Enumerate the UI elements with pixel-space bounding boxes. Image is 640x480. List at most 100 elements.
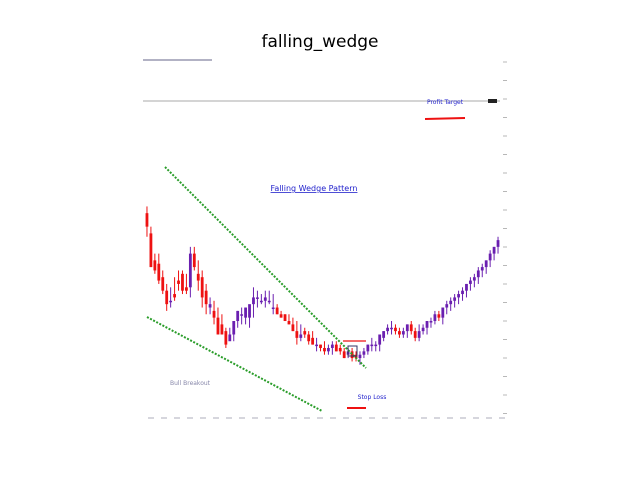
candle-body-bullish [453, 297, 457, 301]
candle-body-bearish [165, 290, 169, 305]
candle-body-bullish [405, 324, 409, 332]
candle-body-bearish [275, 307, 279, 315]
candle-body-bullish [188, 253, 192, 288]
candle-body-bullish [488, 253, 492, 261]
breakout-marker [347, 345, 358, 357]
candle-body-bullish [228, 334, 232, 342]
candle-body-bearish [394, 327, 397, 332]
candle-body-bullish [271, 307, 275, 310]
candle-body-bearish [334, 344, 338, 352]
candle-body-bearish [350, 351, 354, 359]
candle-body-bullish [417, 331, 421, 338]
candle-body-bearish [200, 277, 204, 298]
candle-body-bullish [263, 297, 267, 301]
candle-body-bullish [441, 307, 445, 318]
candle-body-bullish [232, 321, 236, 335]
candle-body-bearish [149, 233, 153, 268]
candle-body-bullish [429, 321, 433, 323]
annotation-stop-loss: Stop Loss [358, 394, 387, 401]
candle-body-bullish [433, 314, 437, 322]
candle-body-bullish [299, 334, 303, 338]
pattern-annotations: Falling Wedge Pattern Profit Target Stop… [170, 99, 464, 401]
candle-body-bullish [472, 277, 476, 281]
candle-body-bullish [169, 300, 173, 303]
candle-body-bullish [386, 327, 389, 332]
candle-body-bearish [216, 317, 220, 335]
candle-body-bullish [259, 300, 263, 303]
candle-body-bearish [307, 334, 311, 342]
candle-body-bearish [295, 331, 299, 338]
candle-body-bearish [224, 331, 228, 345]
profit-target-level [424, 117, 466, 120]
candle-body-bearish [338, 347, 342, 352]
candle-body-bullish [315, 344, 318, 347]
candle-body-bullish [476, 270, 480, 278]
candle-body-bearish [303, 331, 307, 335]
annotation-pattern-title: Falling Wedge Pattern [271, 184, 358, 193]
candle-body-bullish [252, 297, 255, 305]
candle-body-bullish [492, 246, 496, 254]
upper-wedge-trendline [164, 166, 367, 369]
candle-body-bullish [425, 321, 429, 328]
candle-body-bullish [469, 280, 472, 284]
chart-title: falling_wedge [261, 32, 379, 52]
candle-body-bullish [461, 290, 464, 295]
candle-body-bearish [283, 314, 287, 322]
candle-body-bullish [362, 351, 366, 355]
candle-body-bearish [287, 321, 291, 325]
candle-body-bearish [437, 314, 441, 318]
candle-body-bullish [465, 283, 468, 291]
candle-body-bearish [319, 344, 322, 348]
candle-body-bullish [390, 327, 393, 330]
candle-body-bullish [358, 354, 362, 359]
candle-body-bearish [409, 324, 413, 332]
candle-body-bullish [267, 300, 271, 303]
candle-body-bearish [161, 277, 165, 291]
candle-body-bearish [145, 213, 149, 227]
candle-body-bullish [484, 260, 488, 268]
candle-body-bearish [185, 287, 188, 291]
candle-body-bearish [220, 324, 224, 335]
candle-body-bullish [366, 344, 370, 352]
annotation-bull-breakout: Bull Breakout [170, 380, 211, 387]
candle-body-bullish [244, 307, 247, 318]
lower-wedge-trendline [146, 316, 323, 412]
candle-body-bullish [382, 331, 386, 338]
candle-body-bullish [374, 344, 378, 347]
candle-body-bearish [413, 331, 417, 338]
candle-body-bullish [208, 304, 212, 308]
y-axis-ticks [143, 59, 507, 419]
candle-body-bearish [181, 273, 184, 291]
candle-body-bullish [248, 304, 251, 318]
candle-body-bullish [445, 304, 449, 308]
candle-body-bearish [323, 347, 326, 352]
candle-body-bearish [398, 331, 401, 335]
pattern-overlays [143, 99, 500, 412]
candle-body-bullish [449, 300, 453, 305]
candle-body-bearish [196, 273, 200, 281]
annotation-profit-target: Profit Target [427, 99, 464, 106]
candle-body-bullish [401, 331, 405, 335]
candle-body-bearish [157, 263, 161, 281]
candle-body-bearish [212, 310, 216, 318]
candle-body-bearish [173, 294, 176, 298]
candlestick-series [145, 206, 500, 365]
candle-body-bullish [378, 334, 382, 345]
candle-body-bullish [457, 294, 460, 298]
candle-body-bearish [279, 314, 283, 318]
candle-body-bullish [327, 347, 330, 352]
candle-body-bullish [370, 344, 374, 347]
candle-body-bearish [177, 280, 180, 284]
candle-body-bearish [192, 253, 196, 268]
candle-body-bullish [240, 314, 244, 316]
candle-body-bearish [204, 290, 208, 305]
candle-body-bearish [291, 324, 295, 332]
candle-body-bearish [342, 351, 346, 359]
candle-body-bullish [236, 310, 240, 322]
candle-body-bullish [330, 344, 334, 348]
candle-body-bullish [496, 240, 500, 247]
candle-body-bearish [311, 337, 315, 345]
candle-body-bullish [421, 327, 425, 332]
candle-body-bullish [480, 267, 484, 271]
